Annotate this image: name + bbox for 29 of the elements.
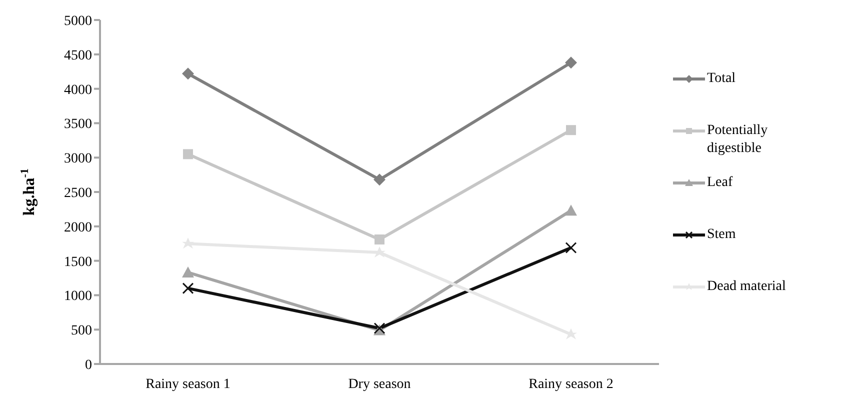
point	[183, 149, 193, 160]
x-tick-label: Rainy season 1	[146, 376, 230, 392]
legend-label: Potentially digestible	[707, 122, 769, 158]
y-tick-label: 5000	[64, 14, 92, 29]
legend-label: Stem	[707, 226, 736, 244]
y-tick-label: 2500	[64, 186, 92, 201]
point	[566, 125, 576, 136]
y-tick-label: 4000	[64, 82, 92, 98]
y-tick-label: 2000	[64, 220, 92, 236]
legend-label: Dead material	[707, 278, 786, 296]
y-tick-label: 3500	[64, 117, 92, 132]
y-tick-label: 4500	[64, 48, 92, 64]
legend-label: Leaf	[707, 174, 733, 192]
point	[374, 174, 386, 186]
y-tick-label: 0	[85, 358, 92, 373]
point	[565, 56, 577, 69]
point	[374, 234, 384, 244]
point	[182, 282, 194, 294]
point	[565, 242, 577, 254]
point	[182, 266, 194, 278]
y-tick-label: 500	[71, 324, 92, 339]
point	[565, 204, 577, 216]
legend-label: Total	[707, 70, 736, 88]
y-tick-label: 1000	[64, 289, 92, 304]
y-tick-label: 1500	[64, 254, 92, 270]
y-tick-label: 3000	[64, 152, 92, 167]
point	[182, 68, 194, 80]
x-tick-label: Rainy season 2	[528, 376, 614, 392]
x-tick-label: Dry season	[348, 376, 411, 392]
